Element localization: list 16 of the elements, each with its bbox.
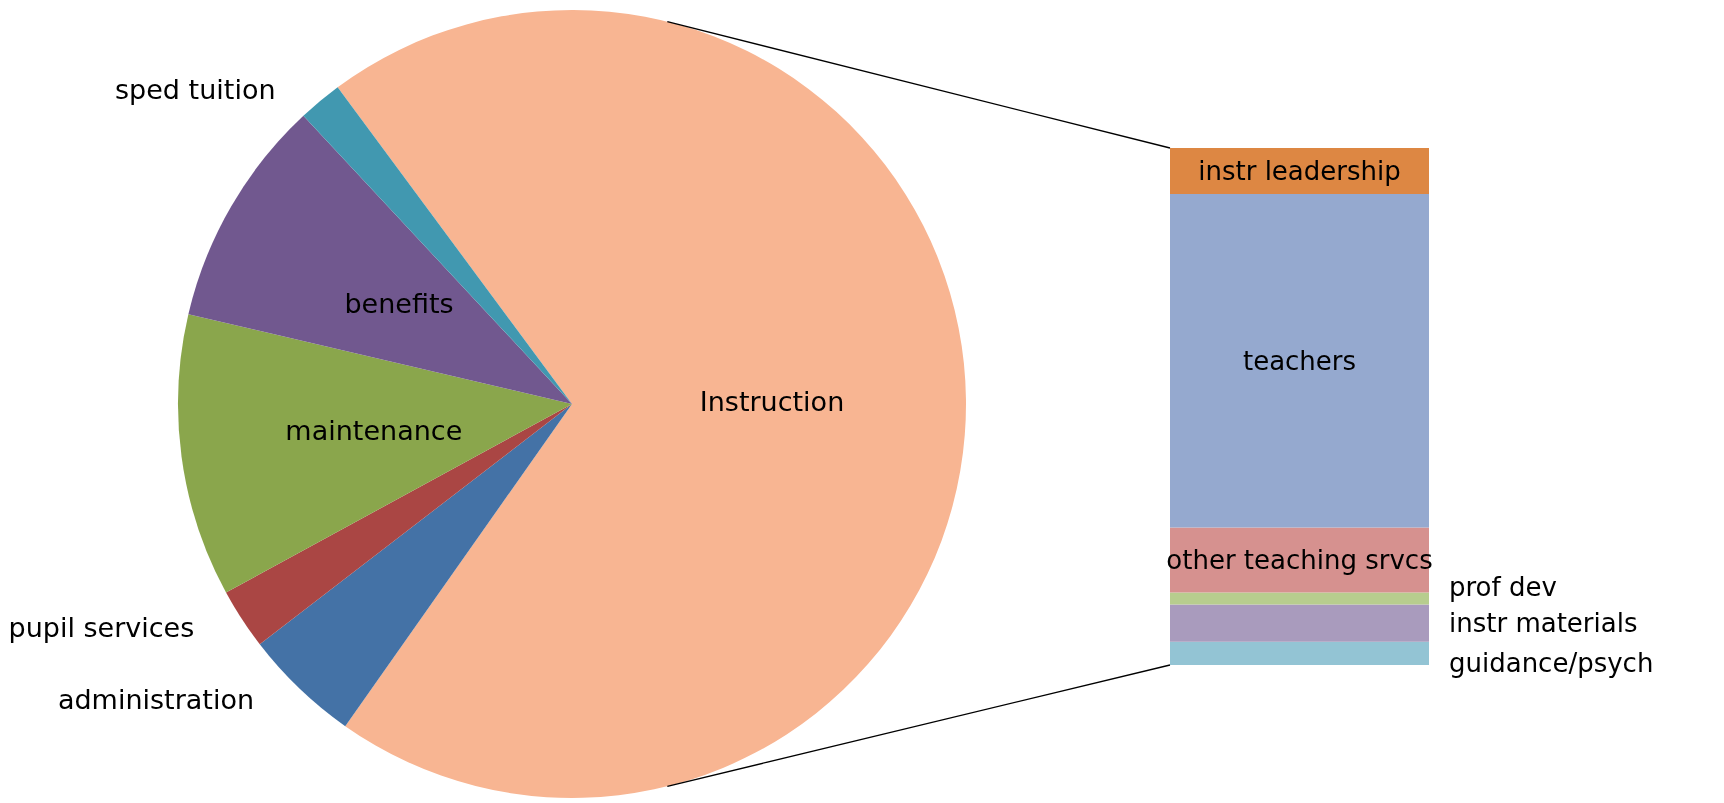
slice-label: maintenance	[285, 415, 463, 447]
series-label: instr leadership	[1198, 156, 1401, 187]
series-label: prof dev	[1449, 571, 1557, 602]
bar	[1170, 604, 1429, 642]
slice-label: sped tuition	[115, 74, 276, 105]
bar	[1170, 592, 1429, 605]
series-label: other teaching srvcs	[1166, 545, 1433, 576]
bar	[1170, 194, 1429, 528]
series-label: teachers	[1242, 345, 1357, 376]
bar	[1170, 641, 1429, 665]
slice-label: pupil services	[8, 611, 195, 643]
series-label: guidance/psych	[1449, 648, 1654, 679]
slice-label: benefits	[344, 288, 454, 320]
slice-label: Instruction	[699, 386, 845, 418]
slice-label: administration	[57, 683, 255, 715]
series-label: instr materials	[1449, 608, 1638, 639]
